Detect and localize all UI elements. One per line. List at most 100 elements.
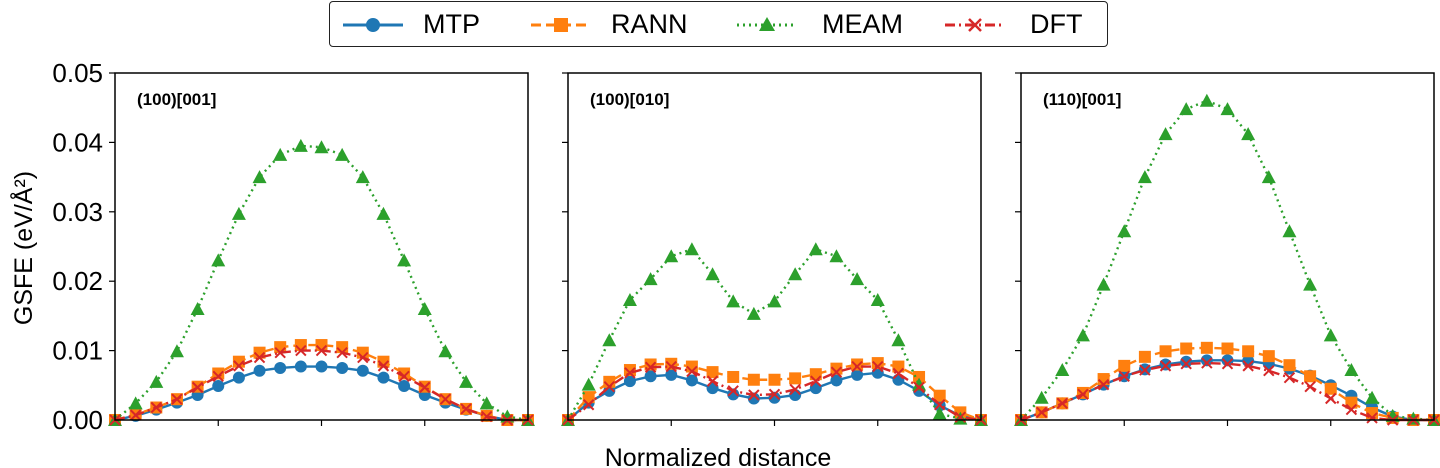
marker-dft-stroke [1097, 378, 1110, 391]
marker-meam [1199, 93, 1214, 107]
legend-marker-meam [737, 17, 797, 31]
panel-title: (100)[001] [137, 90, 216, 109]
marker-dft [830, 366, 843, 378]
marker-rann [1200, 341, 1213, 354]
marker-meam [602, 333, 617, 347]
marker-mtp [315, 360, 328, 373]
marker-dft [1366, 412, 1378, 424]
marker-meam [767, 294, 782, 308]
marker-dft-stroke [1077, 388, 1089, 401]
marker-dft [1242, 360, 1254, 372]
panel-100-010: (100)[010] [561, 72, 988, 426]
marker-meam [190, 301, 205, 315]
marker-dft [191, 381, 204, 394]
marker-dft-stroke [1345, 403, 1358, 416]
marker-meam [808, 242, 823, 256]
marker-meam [788, 267, 803, 281]
marker-meam [169, 344, 184, 358]
marker-dft-stroke [665, 360, 677, 373]
marker-dft-stroke [1263, 365, 1275, 377]
marker-mtp [665, 368, 678, 381]
marker-rann [892, 360, 905, 373]
legend-marker-rann [531, 18, 591, 32]
plot-frame [114, 72, 529, 421]
marker-meam [684, 242, 699, 256]
marker-rann [1180, 342, 1193, 355]
y-tick-label: 0.02 [52, 266, 103, 296]
marker-dft [1201, 357, 1213, 369]
marker-meam [1241, 127, 1256, 141]
marker-meam [1261, 170, 1276, 184]
y-tick-label: 0.04 [52, 127, 103, 157]
marker-meam [1282, 224, 1297, 238]
marker-mtp [294, 360, 307, 373]
marker-rann [212, 367, 225, 380]
marker-dft [644, 361, 657, 373]
marker-meam [1158, 127, 1173, 141]
y-tick-label: 0.05 [52, 58, 103, 88]
marker-dft [1077, 388, 1089, 401]
marker-dft-stroke [233, 360, 245, 372]
marker-meam [581, 377, 596, 391]
marker-dft-stroke [810, 375, 822, 387]
marker-dft [1325, 392, 1337, 405]
marker-meam [746, 306, 761, 320]
marker-meam [1179, 102, 1194, 116]
marker-meam [1323, 328, 1338, 342]
marker-meam [622, 292, 637, 306]
marker-meam [231, 206, 246, 220]
marker-dft [582, 399, 595, 411]
marker-rann [1283, 359, 1296, 372]
marker-dft [706, 375, 719, 387]
legend-label-mtp: MTP [423, 9, 480, 39]
marker-meam [355, 170, 370, 184]
marker-dft [913, 381, 925, 394]
panel-100-001: 0.00 0.01 0.02 0.03 0.04 0.05 (100)[001] [52, 58, 535, 435]
marker-dft [1283, 371, 1296, 384]
marker-dft-stroke [892, 367, 905, 380]
legend: MTP RANN MEAM DFT [329, 1, 1108, 47]
marker-dft-stroke [686, 365, 698, 378]
marker-dft [768, 388, 781, 401]
marker-rann [747, 373, 760, 386]
marker-dft-stroke [398, 370, 410, 382]
marker-dft [686, 365, 698, 378]
series-line-meam [114, 144, 529, 422]
marker-meam [870, 292, 885, 306]
marker-meam [1220, 102, 1235, 116]
marker-dft [274, 346, 286, 359]
x-axis-title: Normalized distance [605, 444, 832, 468]
marker-meam [335, 147, 350, 161]
marker-meam [1096, 277, 1111, 291]
marker-rann [623, 364, 636, 377]
marker-dft-stroke [933, 399, 946, 411]
marker-mtp [851, 368, 864, 381]
marker-rann [1221, 342, 1234, 355]
marker-dft [212, 370, 224, 382]
marker-meam [128, 396, 143, 410]
legend-label-rann: RANN [611, 9, 688, 39]
marker-mtp [377, 371, 390, 384]
marker-rann [809, 368, 822, 381]
marker-rann [913, 370, 926, 383]
marker-dft [150, 401, 163, 414]
marker-dft-stroke [603, 380, 616, 393]
marker-mtp [623, 375, 636, 388]
marker-mtp [1221, 354, 1234, 367]
marker-meam [1303, 277, 1318, 291]
marker-meam [1075, 328, 1090, 342]
marker-dft [1118, 370, 1130, 382]
marker-dft-stroke [336, 346, 348, 359]
marker-meam [1365, 390, 1380, 404]
marker-dft [1097, 378, 1110, 391]
marker-rann [830, 362, 843, 375]
marker-rann [789, 372, 802, 385]
marker-mtp [603, 384, 616, 397]
marker-dft [810, 375, 822, 387]
marker-dft-stroke [1304, 380, 1316, 393]
marker-mtp [336, 361, 349, 374]
marker-meam [664, 249, 679, 263]
marker-dft [1345, 403, 1358, 416]
marker-rann [1304, 370, 1317, 383]
